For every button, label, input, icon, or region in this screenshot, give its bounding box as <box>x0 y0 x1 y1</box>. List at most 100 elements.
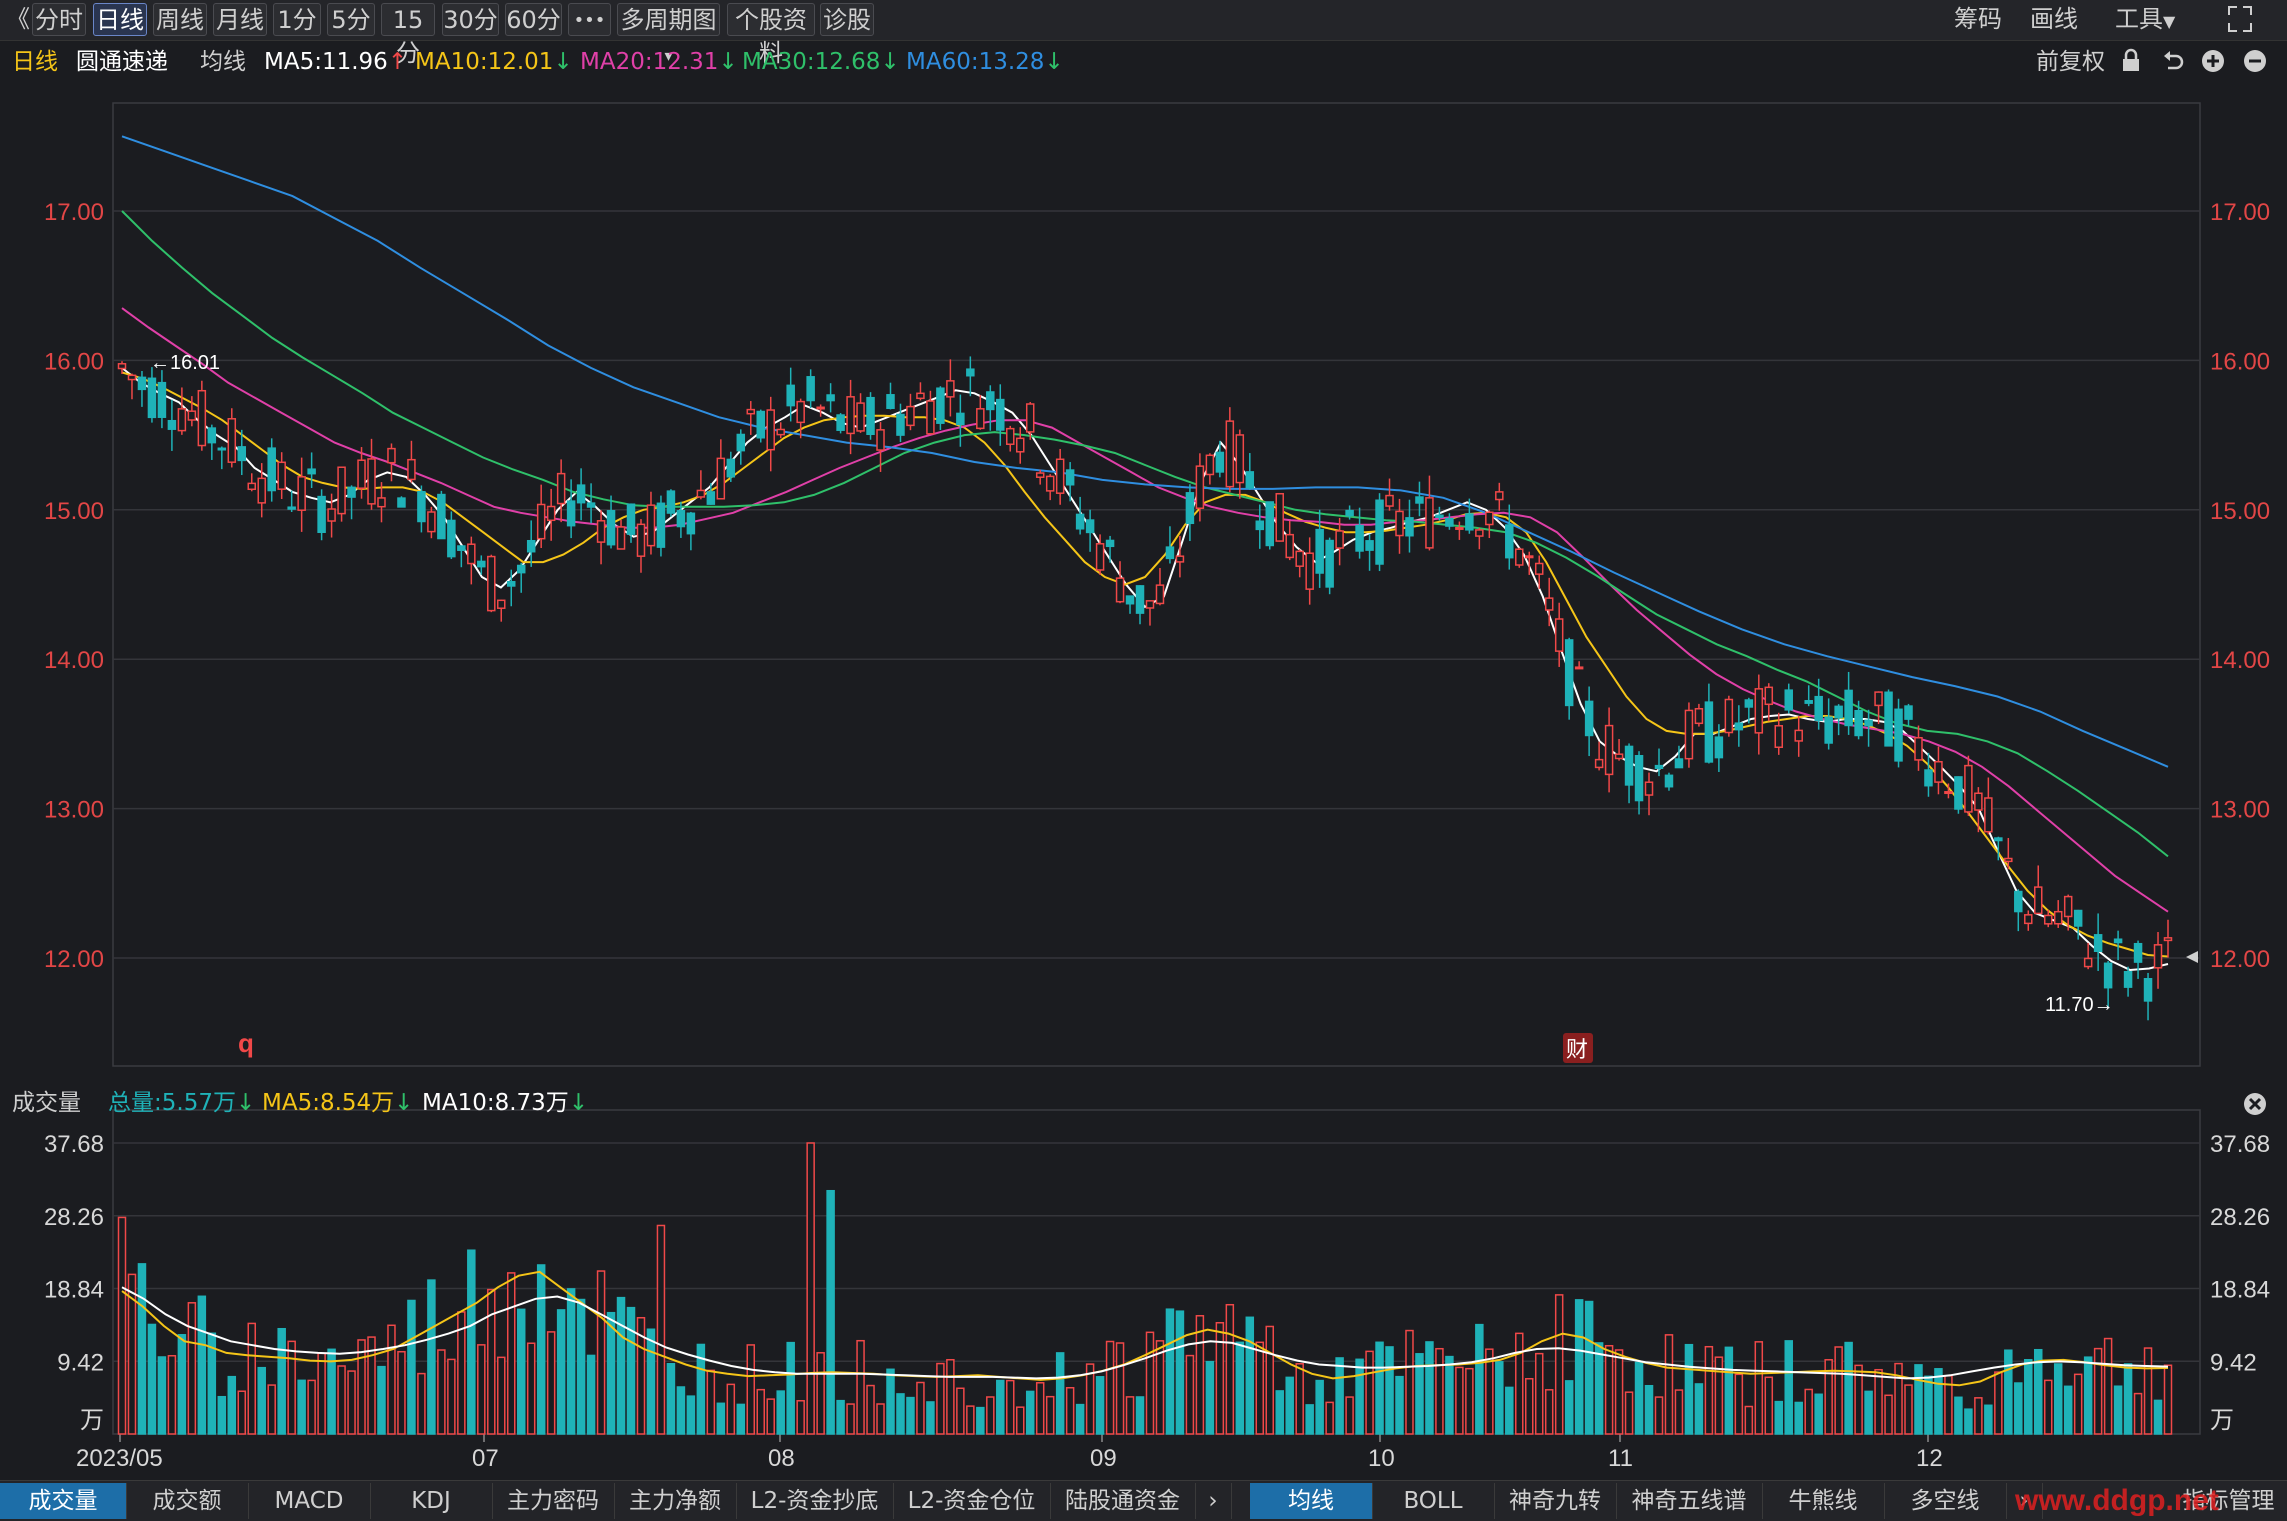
tab-30min[interactable]: 30分 <box>442 3 499 36</box>
tab-nine-turn[interactable]: 神奇九转 <box>1494 1483 1617 1519</box>
tab-main-net[interactable]: 主力净额 <box>614 1483 737 1519</box>
candle-body <box>1385 494 1394 507</box>
diagnose-button[interactable]: 诊股 <box>820 3 874 36</box>
volume-bar <box>1574 1299 1584 1435</box>
candle-body <box>1884 691 1893 747</box>
candle-body <box>586 502 596 508</box>
volume-bar <box>1554 1294 1564 1435</box>
tab-monthly[interactable]: 月线 <box>213 3 267 36</box>
candle-body <box>976 408 985 430</box>
candle-body <box>986 391 995 411</box>
tab-daily[interactable]: 日线 <box>93 3 147 36</box>
candle-body <box>1794 729 1803 742</box>
tab-l2-position[interactable]: L2-资金仓位 <box>893 1483 1051 1519</box>
tab-15min[interactable]: 15分 <box>381 3 435 67</box>
scroll-right-icon-2[interactable]: › <box>2006 1483 2043 1519</box>
fullscreen-icon-graphic <box>2228 6 2252 32</box>
candle-body <box>297 476 306 511</box>
tab-5min[interactable]: 5分 <box>327 3 375 36</box>
volume-bar <box>606 1311 616 1435</box>
candle-body <box>2053 910 2063 925</box>
volume-bar <box>1844 1341 1853 1435</box>
volume-bar <box>1774 1400 1784 1435</box>
volume-bar <box>1824 1359 1833 1435</box>
volume-bar <box>137 1263 147 1435</box>
candle-body <box>1295 550 1304 567</box>
candle-body <box>347 486 356 498</box>
more-menu-button[interactable]: ••• <box>568 3 611 36</box>
kline-chart[interactable]: 17.00 17.00 16.00 16.00 15.00 15.00 14.00 14.00… <box>0 0 2287 1480</box>
tab-boll[interactable]: BOLL <box>1372 1483 1495 1519</box>
chips-button[interactable]: 筹码 <box>1954 5 2002 33</box>
candle-body <box>1345 509 1354 517</box>
indicator-manage-button[interactable]: 指标管理 <box>2182 1488 2275 1514</box>
candle-body <box>866 396 875 436</box>
volume-bar <box>1125 1396 1135 1435</box>
candle-body <box>766 409 775 451</box>
volume-bar <box>2043 1379 2053 1435</box>
tab-kdj[interactable]: KDJ <box>370 1483 493 1519</box>
axis-labels-layer: 17.00 17.00 16.00 16.00 15.00 15.00 14.00 14.00… <box>44 199 2270 1472</box>
tab-bull-bear[interactable]: 牛熊线 <box>1762 1483 1885 1519</box>
candle-body <box>1534 562 1544 575</box>
volume-bar <box>1854 1364 1863 1435</box>
finance-marker-box[interactable] <box>1563 1033 1593 1063</box>
tab-volume[interactable]: 成交量 <box>0 1483 127 1519</box>
volume-bar <box>357 1339 366 1435</box>
tab-turnover[interactable]: 成交额 <box>126 1483 249 1519</box>
candle-body <box>1265 501 1275 547</box>
undo-icon[interactable] <box>2160 46 2186 87</box>
volume-bar <box>1884 1394 1893 1435</box>
candle-body <box>1245 471 1255 489</box>
volume-tick-right: 18.84 <box>2210 1277 2270 1304</box>
volume-bar <box>1834 1346 1843 1435</box>
volume-bar <box>1734 1373 1744 1435</box>
fullscreen-icon[interactable] <box>2225 3 2255 36</box>
candle-body <box>626 503 636 535</box>
tab-northbound[interactable]: 陆股通资金 <box>1050 1483 1196 1519</box>
tab-main-code[interactable]: 主力密码 <box>492 1483 615 1519</box>
close-panel-icon[interactable] <box>2242 1091 2268 1128</box>
candle-body <box>1824 716 1833 744</box>
tools-dropdown[interactable]: 工具▼ <box>2115 3 2175 36</box>
tab-five-line[interactable]: 神奇五线谱 <box>1616 1483 1763 1519</box>
candle-body <box>1944 791 1953 795</box>
volume-bar <box>956 1387 965 1435</box>
draw-line-button[interactable]: 画线 <box>2030 5 2078 33</box>
event-marker-q[interactable]: q <box>238 1028 254 1058</box>
volume-bar <box>866 1384 875 1435</box>
volume-bar <box>1704 1345 1714 1435</box>
stock-info-button[interactable]: 个股资料 <box>727 3 815 67</box>
x-tick-label: 08 <box>768 1445 795 1472</box>
tab-macd[interactable]: MACD <box>248 1483 371 1519</box>
candle-body <box>1325 539 1334 588</box>
volume-bar <box>1405 1329 1414 1435</box>
volume-bar <box>1604 1344 1614 1435</box>
volume-bar <box>307 1379 316 1435</box>
adjust-mode-button[interactable]: 前复权 <box>2036 49 2105 75</box>
tab-ma[interactable]: 均线 <box>1250 1483 1373 1519</box>
zoom-out-icon[interactable] <box>2242 46 2268 87</box>
volume-unit-left: 万 <box>80 1406 104 1434</box>
price-tick-right: 13.00 <box>2210 797 2270 824</box>
tab-weekly[interactable]: 周线 <box>153 3 207 36</box>
zoom-in-icon[interactable] <box>2200 46 2226 87</box>
tab-1min[interactable]: 1分 <box>273 3 321 36</box>
candle-body <box>1445 517 1454 527</box>
volume-bar <box>297 1379 306 1435</box>
finance-marker-text[interactable]: 财 <box>1566 1038 1588 1063</box>
candle-body <box>666 490 676 514</box>
tab-long-short[interactable]: 多空线 <box>1884 1483 2007 1519</box>
tab-60min[interactable]: 60分 <box>505 3 562 36</box>
multi-period-dropdown[interactable]: 多周期图 ▾ <box>617 3 720 65</box>
zoom-in-icon-graphic <box>2202 50 2224 72</box>
scroll-right-icon[interactable]: › <box>1195 1483 1232 1519</box>
volume-bar <box>1664 1334 1674 1435</box>
lock-icon[interactable] <box>2120 46 2142 87</box>
ma5-text: MA5:11.96 <box>264 49 388 75</box>
volume-bar <box>1515 1332 1524 1435</box>
collapse-icon[interactable]: 《 <box>6 5 30 33</box>
tab-fenshi[interactable]: 分时 <box>32 3 86 36</box>
tab-l2-bottom[interactable]: L2-资金抄底 <box>736 1483 894 1519</box>
candle-body <box>2133 942 2143 963</box>
